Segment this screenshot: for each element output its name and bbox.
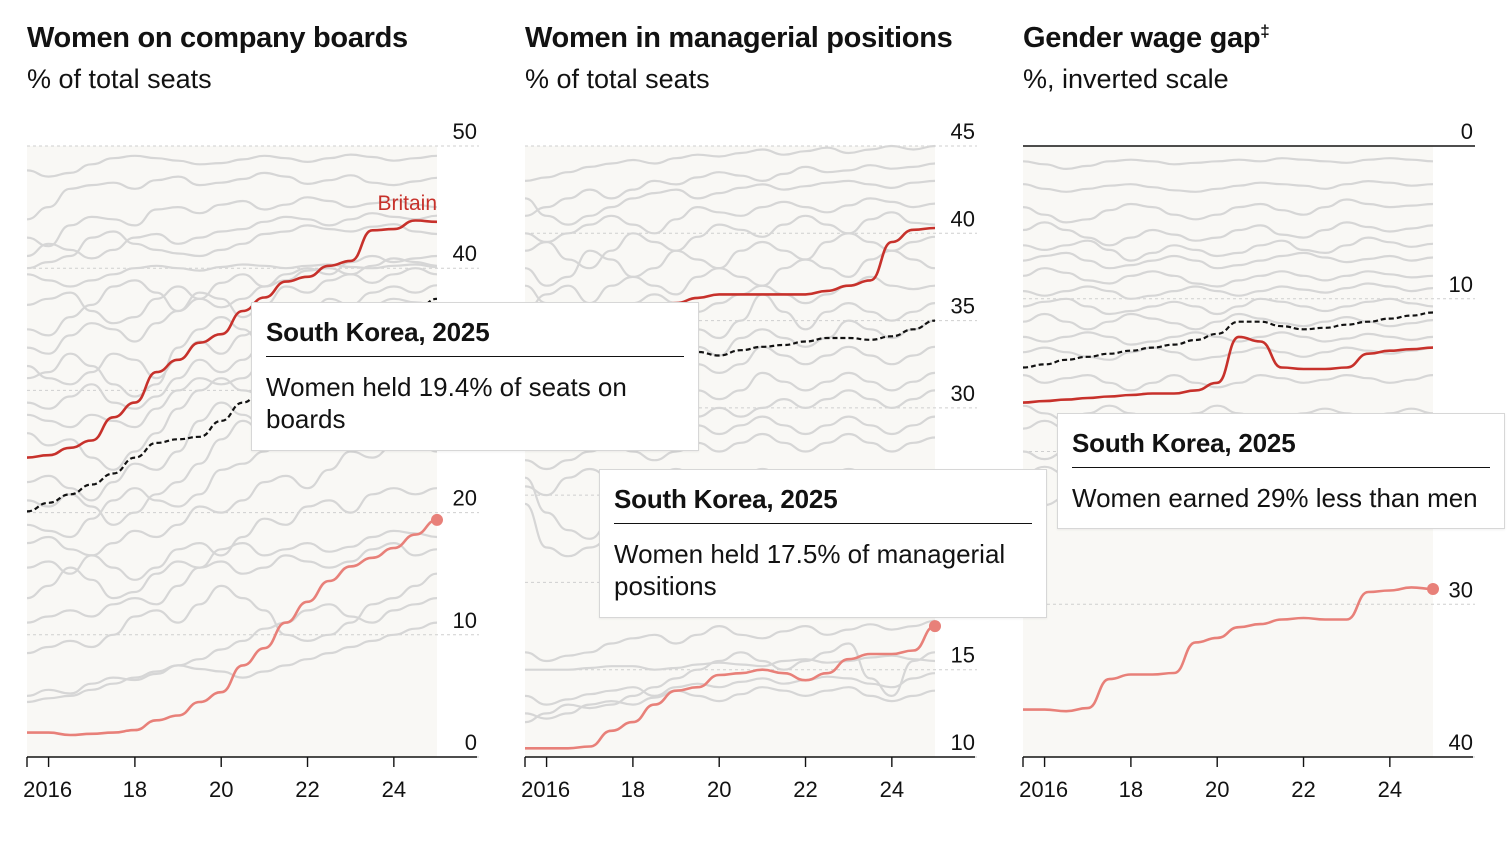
series-line-other	[1022, 267, 1434, 288]
y-tick-label: 15	[951, 643, 975, 668]
chart-plot-boards[interactable]: 01020304050Britain201618202224	[23, 0, 487, 850]
series-line-other	[26, 263, 438, 288]
series-line-other	[26, 597, 438, 697]
series-line-other	[524, 162, 936, 217]
x-tick-label: 22	[1291, 777, 1315, 802]
y-tick-label: 10	[453, 608, 477, 633]
x-tick-label: 20	[707, 777, 731, 802]
series-line-other	[1022, 373, 1434, 392]
series-line-other	[1022, 157, 1434, 171]
y-tick-label: 45	[951, 119, 975, 144]
series-line-other	[26, 572, 438, 655]
y-tick-label: 40	[453, 241, 477, 266]
series-line-other	[1022, 297, 1434, 316]
tooltip-title: South Korea, 2025	[1072, 428, 1490, 468]
series-line-other	[524, 619, 936, 663]
y-tick-label: 10	[1449, 272, 1473, 297]
chart-title: Gender wage gap‡	[1023, 21, 1270, 55]
tooltip-title: South Korea, 2025	[614, 484, 1032, 524]
series-line-britain	[1022, 335, 1434, 404]
series-line-other	[1022, 179, 1434, 193]
series-line-other	[26, 621, 438, 704]
series-line-other	[524, 144, 936, 182]
tooltip-title: South Korea, 2025	[266, 317, 684, 357]
series-line-other	[524, 432, 936, 471]
y-tick-label: 0	[1461, 119, 1473, 144]
y-tick-label: 30	[951, 381, 975, 406]
y-tick-label: 10	[951, 730, 975, 755]
series-point-south-korea	[929, 620, 941, 633]
x-tick-label: 24	[1378, 777, 1402, 802]
x-tick-label: 2016	[1019, 777, 1068, 802]
tooltip-body: Women held 19.4% of seats on boards	[266, 372, 627, 434]
chart-title-text: Gender wage gap	[1023, 22, 1261, 54]
tooltip-body: Women earned 29% less than men	[1072, 483, 1478, 513]
series-line-average	[26, 297, 438, 513]
y-tick-label: 30	[1449, 577, 1473, 602]
series-line-other	[524, 197, 936, 244]
footnote-mark: ‡	[1260, 21, 1270, 41]
tooltip-boards: South Korea, 2025 Women held 19.4% of se…	[251, 302, 699, 451]
tooltip-body: Women held 17.5% of managerial positions	[614, 539, 1006, 601]
series-line-other	[524, 232, 936, 287]
y-tick-label: 35	[951, 294, 975, 319]
x-tick-label: 20	[209, 777, 233, 802]
x-tick-label: 20	[1205, 777, 1229, 802]
series-line-other	[26, 267, 438, 355]
series-line-other	[524, 686, 936, 720]
chart-title: Women in managerial positions	[525, 22, 953, 54]
y-tick-label: 20	[453, 486, 477, 511]
x-tick-label: 24	[880, 777, 904, 802]
series-line-south-korea	[524, 624, 936, 750]
series-line-other	[524, 672, 936, 706]
series-line-other	[26, 171, 438, 221]
tooltip-managers: South Korea, 2025 Women held 17.5% of ma…	[599, 469, 1047, 618]
series-line-south-korea	[1022, 586, 1434, 713]
series-line-south-korea	[26, 518, 438, 737]
series-line-other	[1022, 251, 1434, 270]
series-line-other	[26, 196, 438, 248]
series-line-average	[1022, 311, 1434, 369]
series-line-other	[26, 541, 438, 624]
series-line-other	[26, 153, 438, 178]
y-tick-label: 0	[465, 730, 477, 755]
series-point-south-korea	[431, 513, 443, 526]
x-tick-label: 18	[621, 777, 645, 802]
chart-title: Women on company boards	[27, 22, 408, 54]
series-line-other	[26, 212, 438, 260]
x-tick-label: 2016	[23, 777, 72, 802]
x-tick-label: 18	[1119, 777, 1143, 802]
series-line-other	[524, 211, 936, 270]
series-line-other	[524, 642, 936, 724]
series-line-britain	[26, 219, 438, 459]
chart-subtitle: % of total seats	[525, 64, 710, 94]
x-tick-label: 24	[382, 777, 406, 802]
y-tick-label: 50	[453, 119, 477, 144]
x-tick-label: 18	[123, 777, 147, 802]
series-line-other	[1022, 282, 1434, 300]
tooltip-wage-gap: South Korea, 2025 Women earned 29% less …	[1057, 413, 1505, 529]
chart-subtitle: % of total seats	[27, 64, 212, 94]
chart-subtitle: %, inverted scale	[1023, 64, 1229, 94]
series-label-britain: Britain	[377, 192, 437, 215]
series-line-other	[26, 529, 438, 600]
series-line-other	[26, 257, 438, 337]
series-line-other	[1022, 221, 1434, 247]
x-tick-label: 22	[295, 777, 319, 802]
series-line-other	[1022, 331, 1434, 346]
x-tick-label: 2016	[521, 777, 570, 802]
series-line-other	[524, 179, 936, 226]
series-point-south-korea	[1427, 582, 1439, 595]
chart-panel-boards: Women on company boards % of total seats…	[23, 0, 507, 850]
series-line-other	[26, 284, 438, 386]
y-tick-label: 40	[1449, 730, 1473, 755]
series-line-other	[26, 254, 438, 325]
x-tick-label: 22	[793, 777, 817, 802]
y-tick-label: 40	[951, 206, 975, 231]
series-line-other	[1022, 236, 1434, 262]
series-line-other	[26, 223, 438, 270]
series-line-other	[524, 654, 936, 671]
series-line-other	[1022, 198, 1434, 224]
